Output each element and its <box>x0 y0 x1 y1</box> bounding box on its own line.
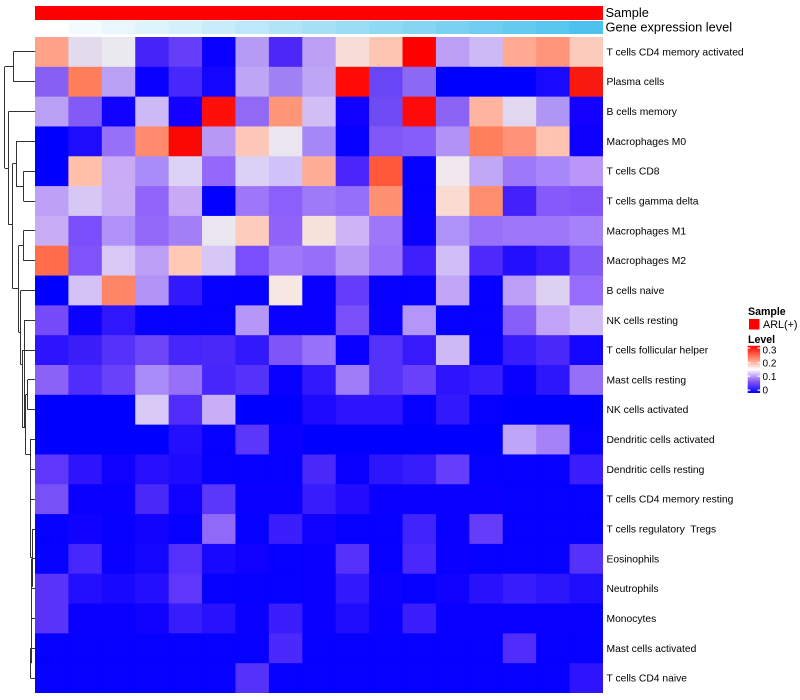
svg-text:Macrophages M1: Macrophages M1 <box>607 226 687 237</box>
svg-text:T cells regulatory Tregs: T cells regulatory Tregs <box>607 525 717 536</box>
svg-text:T cells follicular helper: T cells follicular helper <box>607 346 709 357</box>
svg-text:T cells CD8: T cells CD8 <box>607 167 660 178</box>
svg-text:Mast cells activated: Mast cells activated <box>607 644 697 655</box>
svg-text:Macrophages M2: Macrophages M2 <box>607 256 687 267</box>
svg-text:NK cells resting: NK cells resting <box>607 316 679 327</box>
svg-text:0.2: 0.2 <box>763 359 777 370</box>
svg-text:Sample: Sample <box>606 5 649 20</box>
svg-text:0.1: 0.1 <box>763 372 777 383</box>
svg-text:0.3: 0.3 <box>763 345 777 356</box>
svg-text:Plasma cells: Plasma cells <box>607 77 665 88</box>
svg-text:0: 0 <box>763 386 769 397</box>
svg-text:Sample: Sample <box>748 306 786 318</box>
svg-text:Neutrophils: Neutrophils <box>607 584 659 595</box>
svg-text:T cells CD4 naive: T cells CD4 naive <box>607 674 688 685</box>
svg-text:Gene expression level: Gene expression level <box>606 20 733 35</box>
svg-text:Level: Level <box>748 334 775 346</box>
svg-text:Macrophages M0: Macrophages M0 <box>607 137 687 148</box>
svg-text:B cells naive: B cells naive <box>607 286 665 297</box>
svg-text:Dendritic cells resting: Dendritic cells resting <box>607 465 705 476</box>
svg-text:ARL(+): ARL(+) <box>763 319 798 331</box>
svg-text:Monocytes: Monocytes <box>607 614 657 625</box>
svg-text:T cells CD4 memory resting: T cells CD4 memory resting <box>607 495 734 506</box>
svg-text:Dendritic cells activated: Dendritic cells activated <box>607 435 715 446</box>
svg-text:B cells memory: B cells memory <box>607 107 678 118</box>
svg-text:T cells CD4 memory activated: T cells CD4 memory activated <box>607 47 744 58</box>
svg-text:NK cells activated: NK cells activated <box>607 405 689 416</box>
svg-text:T cells gamma delta: T cells gamma delta <box>607 197 699 208</box>
svg-text:Eosinophils: Eosinophils <box>607 554 660 565</box>
svg-text:Mast cells resting: Mast cells resting <box>607 375 687 386</box>
